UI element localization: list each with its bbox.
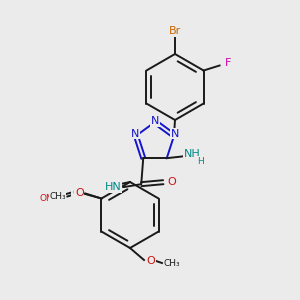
Text: O: O [72,188,81,197]
Text: NH: NH [183,149,200,159]
Text: O: O [75,188,84,197]
Text: CH₃: CH₃ [164,259,180,268]
Text: F: F [224,58,231,68]
Text: N: N [131,129,139,139]
Text: HN: HN [105,182,122,192]
Text: O: O [147,256,155,266]
Text: N: N [171,129,179,139]
Text: Br: Br [169,26,181,36]
Text: N: N [151,116,159,126]
Text: OMe: OMe [39,194,60,203]
Text: CH₃: CH₃ [49,192,66,201]
Text: H: H [197,157,204,166]
Text: O: O [168,177,177,187]
